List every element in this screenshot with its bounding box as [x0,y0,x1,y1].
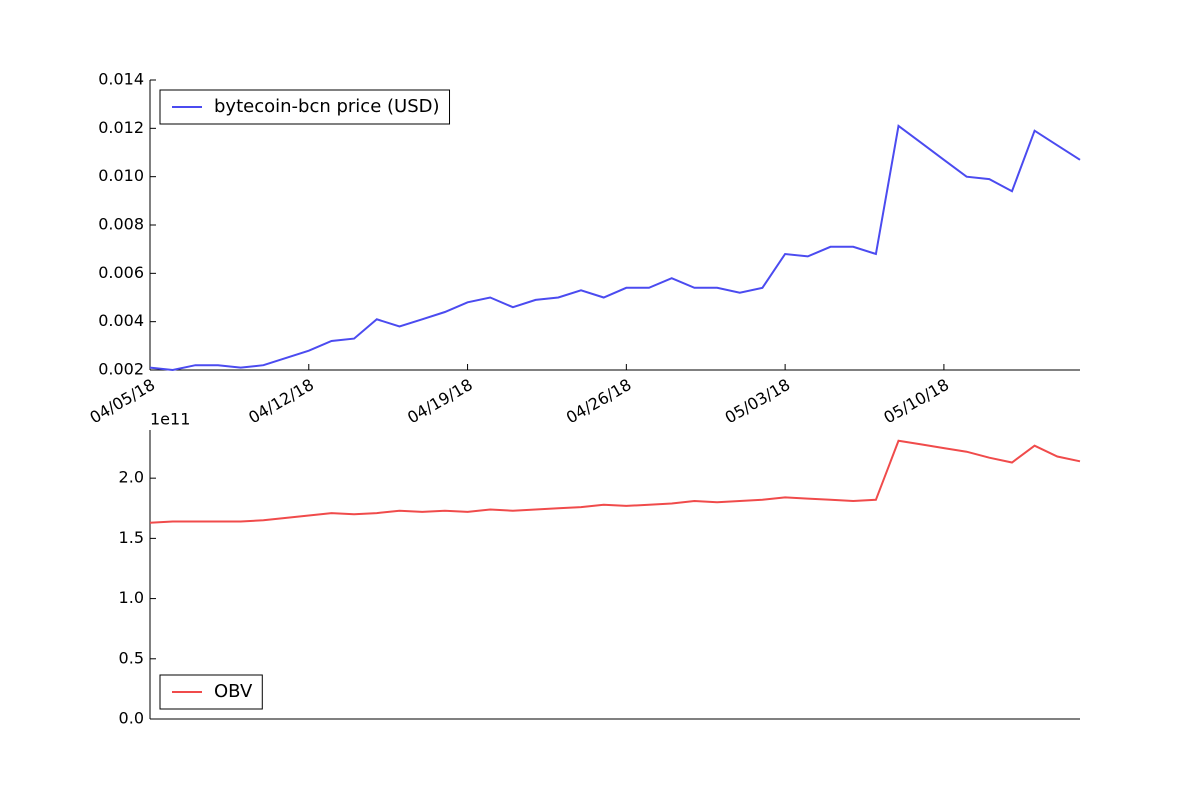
x-tick-label: 05/10/18 [880,375,952,427]
y-offset-label: 1e11 [150,410,190,429]
legend-box [159,89,451,125]
y-tick-label: 1.0 [119,588,144,607]
y-tick-label: 0.010 [98,166,144,185]
y-tick-label: 0.008 [98,215,144,234]
legend: OBV [159,674,263,710]
y-tick-label: 0.014 [98,70,144,89]
x-tick-label: 04/19/18 [404,375,476,427]
legend-label: bytecoin-bcn price (USD) [214,96,440,117]
y-tick-label: 1.5 [119,528,144,547]
legend: bytecoin-bcn price (USD) [159,89,451,125]
data-line [149,124,1081,372]
x-tick-label: 04/05/18 [87,375,159,427]
x-tick-label: 05/03/18 [722,375,794,427]
y-tick-label: 0.0 [119,709,144,728]
legend-label: OBV [214,681,253,702]
y-tick-label: 0.006 [98,263,144,282]
x-tick-label: 04/26/18 [563,375,635,427]
x-tick-label: 04/12/18 [245,375,317,427]
legend-box [159,674,263,710]
y-tick-label: 0.004 [98,311,144,330]
y-tick-label: 0.5 [119,648,144,667]
data-line [149,439,1081,524]
y-tick-label: 0.002 [98,360,144,379]
y-tick-label: 0.012 [98,118,144,137]
y-tick-label: 2.0 [119,468,144,487]
